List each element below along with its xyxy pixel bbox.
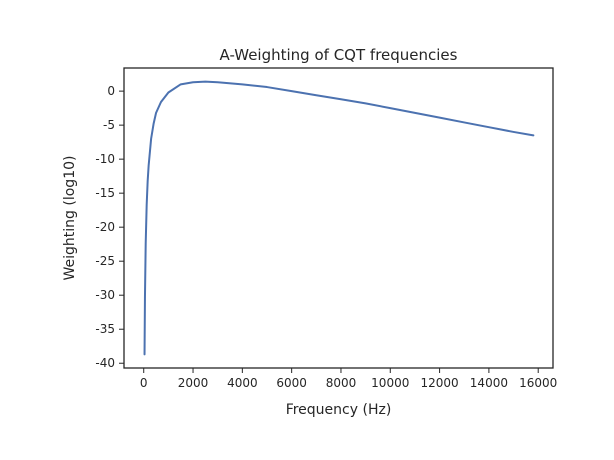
y-axis-label: Weighting (log10) [62, 156, 78, 281]
y-tick-label: 0 [107, 84, 115, 98]
series-layer [143, 80, 535, 356]
x-tick-label: 0 [140, 376, 148, 390]
x-tick-label: 16000 [519, 376, 557, 390]
y-tick-label: -25 [95, 254, 115, 268]
y-tick-label: -5 [103, 118, 115, 132]
x-axis-ticks: 0 2000 4000 6000 8000 10000 12000 14000 16000 [140, 368, 557, 390]
y-tick-label: -35 [95, 322, 115, 336]
x-tick-label: 10000 [371, 376, 409, 390]
series-line [143, 80, 535, 356]
y-axis-ticks: 0 -5 -10 -15 -20 -25 -30 -35 -40 [95, 84, 124, 370]
y-tick-label: -10 [95, 152, 115, 166]
x-tick-label: 8000 [326, 376, 357, 390]
x-axis-label: Frequency (Hz) [286, 402, 392, 418]
x-tick-label: 12000 [420, 376, 458, 390]
y-tick-label: -40 [95, 356, 115, 370]
plot-frame [123, 67, 554, 369]
chart-title: A-Weighting of CQT frequencies [220, 46, 458, 64]
x-tick-label: 4000 [227, 376, 258, 390]
x-tick-label: 14000 [470, 376, 508, 390]
y-tick-label: -15 [95, 186, 115, 200]
y-tick-label: -30 [95, 288, 115, 302]
y-tick-label: -20 [95, 220, 115, 234]
x-tick-label: 6000 [276, 376, 307, 390]
x-tick-label: 2000 [178, 376, 209, 390]
